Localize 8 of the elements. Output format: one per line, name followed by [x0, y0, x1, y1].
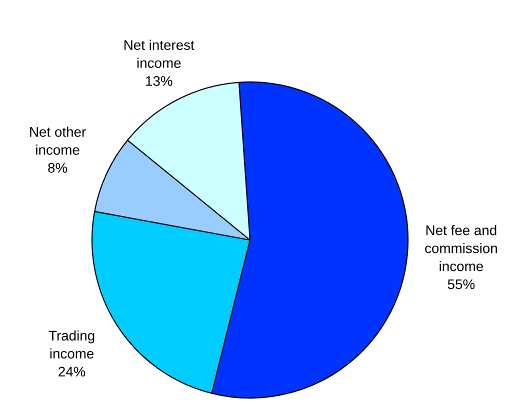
data-label: 13% [146, 76, 172, 86]
slice-label: Net other income [30, 126, 86, 155]
data-label: 8% [48, 162, 68, 173]
slice-label: Trading income [48, 330, 94, 359]
slice-label: Net interest income [124, 40, 194, 68]
data-label: 55% [448, 279, 475, 290]
slice-label: Net fee and commission income [425, 225, 497, 272]
data-label: 24% [58, 366, 86, 376]
